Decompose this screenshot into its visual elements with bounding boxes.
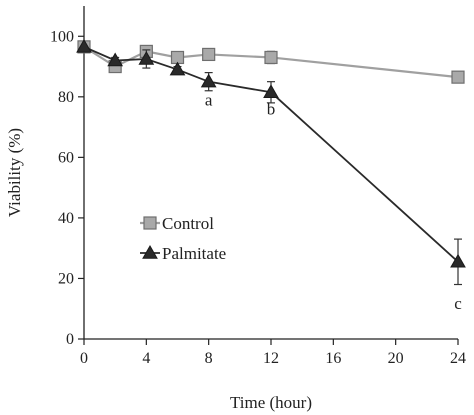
point-control-8 xyxy=(202,47,216,62)
point-palmitate-6 xyxy=(169,61,186,76)
y-tick-label-80: 80 xyxy=(58,89,74,106)
x-tick-label-20: 20 xyxy=(388,350,404,367)
y-axis-title: Viability (%) xyxy=(5,128,24,217)
legend-marker-palmitate xyxy=(142,244,158,259)
point-palmitate-2 xyxy=(107,52,124,67)
series-control xyxy=(77,40,465,84)
x-tick-label-16: 16 xyxy=(325,350,341,367)
x-tick-label-24: 24 xyxy=(450,350,466,367)
point-palmitate-8 xyxy=(200,73,217,88)
legend-label-control: Control xyxy=(162,214,214,233)
x-axis-title: Time (hour) xyxy=(230,393,312,412)
y-tick-label-40: 40 xyxy=(58,210,74,227)
y-tick-label-100: 100 xyxy=(50,28,74,45)
point-palmitate-0 xyxy=(76,38,92,53)
point-control-24 xyxy=(451,70,465,84)
annotation-c: c xyxy=(454,294,462,313)
y-tick-label-20: 20 xyxy=(58,270,74,287)
series-line-palmitate xyxy=(83,46,459,263)
annotation-a: a xyxy=(205,91,213,110)
point-control-12 xyxy=(264,50,278,65)
series-palmitate xyxy=(76,38,466,286)
x-tick-label-0: 0 xyxy=(80,350,88,367)
series-layer xyxy=(76,38,466,286)
legend: Control Palmitate xyxy=(140,214,226,263)
annotations: a b c xyxy=(205,91,462,313)
legend-marker-control xyxy=(143,216,157,230)
x-tick-label-12: 12 xyxy=(263,350,279,367)
axes: 0 20 40 60 80 100 0 4 8 12 16 20 24 xyxy=(50,6,466,367)
legend-label-palmitate: Palmitate xyxy=(162,244,226,263)
point-palmitate-4 xyxy=(138,50,155,65)
x-tick-label-8: 8 xyxy=(205,350,213,367)
point-palmitate-24 xyxy=(450,253,466,268)
y-tick-label-0: 0 xyxy=(66,331,74,348)
point-palmitate-12 xyxy=(263,84,279,99)
y-tick-label-60: 60 xyxy=(58,149,74,166)
annotation-b: b xyxy=(267,99,276,118)
x-tick-label-4: 4 xyxy=(142,350,150,367)
